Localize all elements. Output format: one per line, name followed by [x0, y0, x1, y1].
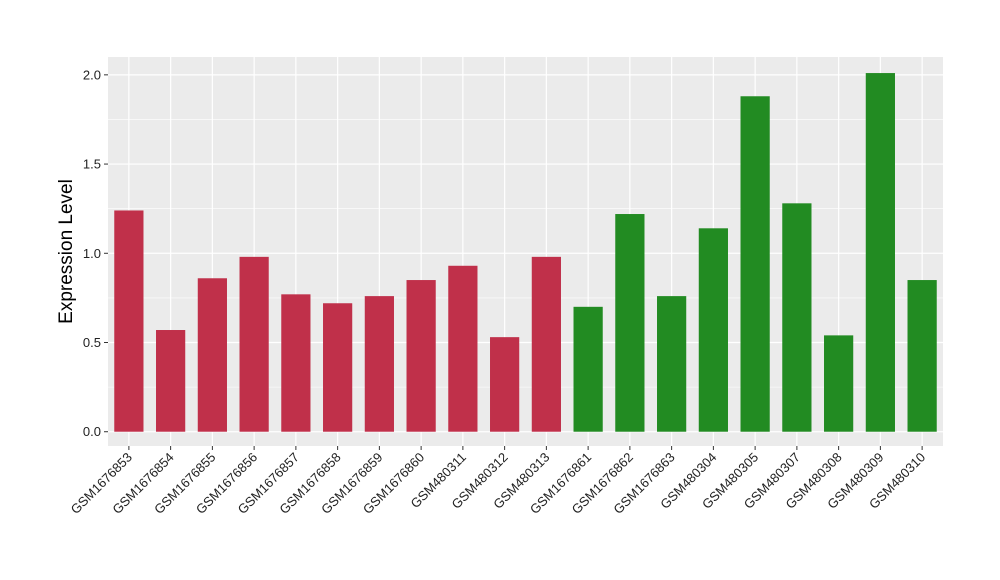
bar-GSM1676861	[573, 306, 603, 432]
x-axis: GSM1676853GSM1676854GSM1676855GSM1676856…	[68, 446, 928, 517]
bar-GSM1676862	[615, 214, 645, 432]
y-tick-label: 0.5	[83, 335, 101, 350]
bar-GSM480310	[907, 280, 937, 432]
bar-GSM480305	[740, 96, 770, 432]
y-axis: 0.0 0.5 1.0 1.5 2.0	[83, 67, 108, 439]
bars	[114, 73, 937, 432]
bar-GSM480313	[531, 256, 561, 432]
y-tick-label: 1.5	[83, 157, 101, 172]
bar-GSM480308	[824, 335, 854, 432]
bar-GSM480312	[490, 337, 520, 432]
bar-GSM1676854	[156, 330, 186, 432]
y-tick-label: 2.0	[83, 67, 101, 82]
bar-GSM1676863	[657, 296, 687, 432]
bar-GSM480307	[782, 203, 812, 432]
bar-GSM1676860	[406, 280, 436, 432]
y-tick-label: 0.0	[83, 424, 101, 439]
bar-GSM480311	[448, 265, 478, 432]
bar-GSM1676855	[197, 278, 227, 432]
bar-GSM1676858	[323, 303, 353, 432]
bar-GSM480304	[698, 228, 728, 432]
plot-panel	[108, 57, 943, 446]
bar-GSM1676856	[239, 256, 269, 432]
bar-GSM480309	[865, 73, 895, 432]
bar-GSM1676857	[281, 294, 311, 432]
y-tick-label: 1.0	[83, 246, 101, 261]
bar-GSM1676853	[114, 210, 144, 432]
bar-GSM1676859	[364, 296, 394, 432]
y-axis-title: Expression Level	[56, 179, 77, 324]
